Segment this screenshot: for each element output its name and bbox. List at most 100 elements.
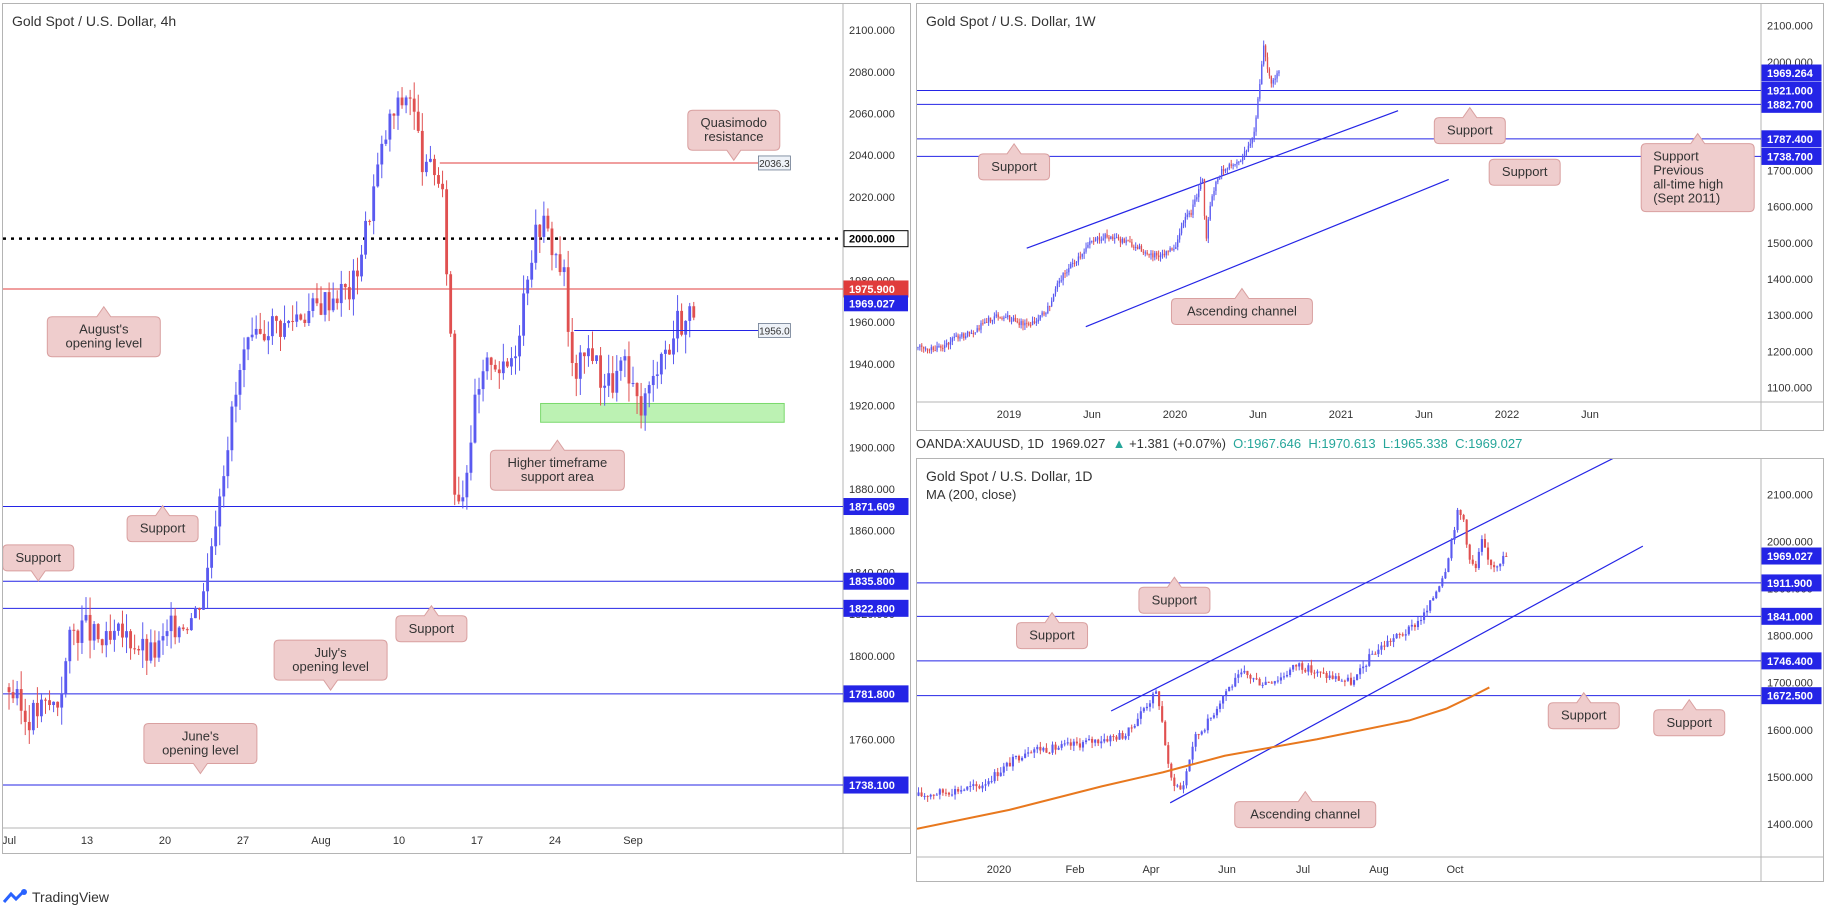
candle-body bbox=[1459, 509, 1462, 516]
candle-body bbox=[262, 333, 266, 341]
candle-body bbox=[1505, 555, 1508, 557]
candle-body bbox=[112, 630, 116, 640]
y-tick-label: 1860.000 bbox=[849, 526, 895, 538]
candle-body bbox=[1186, 214, 1188, 217]
x-tick-label: Jul bbox=[1296, 864, 1310, 876]
chart-1w-canvas[interactable]: 2100.0002000.0001900.0001800.0001700.000… bbox=[917, 4, 1823, 430]
channel-line bbox=[1026, 110, 1399, 249]
candle-body bbox=[1050, 300, 1053, 307]
chart-panel-4h[interactable]: 2100.000 2080.000 2060.000 2040.000 2020.000… bbox=[2, 3, 911, 854]
callout-box bbox=[1433, 106, 1506, 145]
candle-body bbox=[1221, 695, 1225, 704]
candle-body bbox=[1383, 645, 1386, 647]
candle-body bbox=[1258, 678, 1261, 686]
candle-body bbox=[327, 292, 331, 311]
ohlc-change: +1.381 (+0.07%) bbox=[1129, 436, 1226, 451]
candle-body bbox=[1313, 672, 1316, 674]
candle-body bbox=[1242, 155, 1244, 161]
x-tick-label: 2020 bbox=[987, 864, 1011, 876]
price-badge-label: 1871.609 bbox=[849, 502, 895, 514]
candle-body bbox=[356, 270, 359, 277]
candle-body bbox=[1203, 730, 1206, 732]
candle-body bbox=[1016, 321, 1018, 323]
chart-panel-1d[interactable]: 2100.0002000.0001900.0001800.0001700.000… bbox=[916, 458, 1824, 882]
candle-body bbox=[1355, 674, 1359, 681]
price-badge bbox=[843, 776, 909, 794]
candle-body bbox=[1007, 315, 1009, 318]
candle-body bbox=[1121, 238, 1124, 243]
footer-brand: TradingView bbox=[32, 889, 110, 905]
candle-body bbox=[1144, 252, 1146, 254]
candle-body bbox=[1033, 749, 1036, 753]
y-tick-label: 1700.000 bbox=[1767, 678, 1813, 690]
candle-body bbox=[218, 496, 222, 527]
candle-body bbox=[684, 320, 688, 335]
candle-body bbox=[477, 389, 481, 395]
candle-body bbox=[1194, 199, 1196, 205]
candle-body bbox=[1041, 312, 1043, 316]
candle-body bbox=[1008, 315, 1011, 322]
candle-body bbox=[420, 130, 424, 173]
candle-body bbox=[1109, 736, 1112, 742]
candle-body bbox=[23, 710, 27, 722]
candle-body bbox=[1054, 288, 1057, 294]
candle-body bbox=[534, 224, 538, 263]
candle-body bbox=[1106, 234, 1108, 238]
candle-body bbox=[1047, 305, 1049, 314]
candle-body bbox=[1196, 197, 1198, 200]
candle-body bbox=[1215, 708, 1219, 716]
candle-body bbox=[295, 314, 299, 322]
callout-box bbox=[126, 504, 199, 543]
chart-1d-canvas[interactable]: 2100.0002000.0001900.0001800.0001700.000… bbox=[917, 459, 1823, 881]
callout-text: Support bbox=[16, 550, 62, 565]
x-tick-label: Apr bbox=[1142, 864, 1159, 876]
candle-body bbox=[145, 638, 149, 661]
candle-body bbox=[48, 700, 51, 706]
chart-panel-1w[interactable]: 2100.0002000.0001900.0001800.0001700.000… bbox=[916, 3, 1824, 431]
ohlc-symbol: OANDA:XAUUSD, 1D bbox=[916, 436, 1044, 451]
candle-body bbox=[1199, 181, 1202, 189]
candle-body bbox=[999, 317, 1001, 319]
candle-body bbox=[987, 781, 990, 785]
candle-body bbox=[1083, 251, 1085, 254]
candle-body bbox=[1154, 691, 1158, 694]
candle-body bbox=[485, 357, 489, 372]
candle-body bbox=[441, 183, 444, 190]
candle-body bbox=[1413, 624, 1416, 628]
tradingview-footer[interactable]: TradingView bbox=[2, 889, 109, 905]
candle-body bbox=[1365, 665, 1368, 667]
level-tag-label: 1956.0 bbox=[759, 326, 790, 337]
candle-body bbox=[1240, 672, 1243, 675]
candle-body bbox=[578, 352, 582, 379]
candle-body bbox=[1392, 638, 1395, 642]
candle-body bbox=[489, 357, 493, 365]
x-tick-label: Jun bbox=[1083, 409, 1101, 421]
candle-body bbox=[149, 642, 153, 661]
candle-body bbox=[137, 648, 141, 651]
candle-body bbox=[68, 629, 72, 662]
candle-body bbox=[291, 320, 295, 322]
candle-body bbox=[1278, 71, 1280, 74]
candle-body bbox=[424, 161, 428, 173]
candle-body bbox=[1225, 691, 1228, 696]
y-tick-label: 1600.000 bbox=[1767, 202, 1813, 214]
candle-body bbox=[400, 97, 404, 106]
candle-body bbox=[1077, 256, 1080, 262]
candle-body bbox=[1161, 253, 1164, 256]
candle-body bbox=[1191, 746, 1194, 760]
candle-body bbox=[198, 608, 201, 610]
chart-4h-canvas[interactable]: 2100.000 2080.000 2060.000 2040.000 2020.000… bbox=[3, 4, 910, 853]
candle-body bbox=[270, 316, 274, 337]
candle-body bbox=[222, 476, 226, 497]
chart-1d-title: Gold Spot / U.S. Dollar, 1D bbox=[926, 468, 1093, 484]
price-badge-label: 1672.500 bbox=[1767, 691, 1813, 703]
candle-body bbox=[1157, 255, 1160, 258]
x-tick-label: 2020 bbox=[1163, 409, 1187, 421]
candle-body bbox=[615, 370, 619, 393]
x-tick-label: 17 bbox=[471, 835, 483, 847]
candle-body bbox=[189, 618, 193, 631]
candle-body bbox=[266, 336, 270, 341]
x-tick-label: 20 bbox=[159, 835, 171, 847]
candle-body bbox=[949, 341, 952, 345]
candle-body bbox=[921, 345, 923, 347]
